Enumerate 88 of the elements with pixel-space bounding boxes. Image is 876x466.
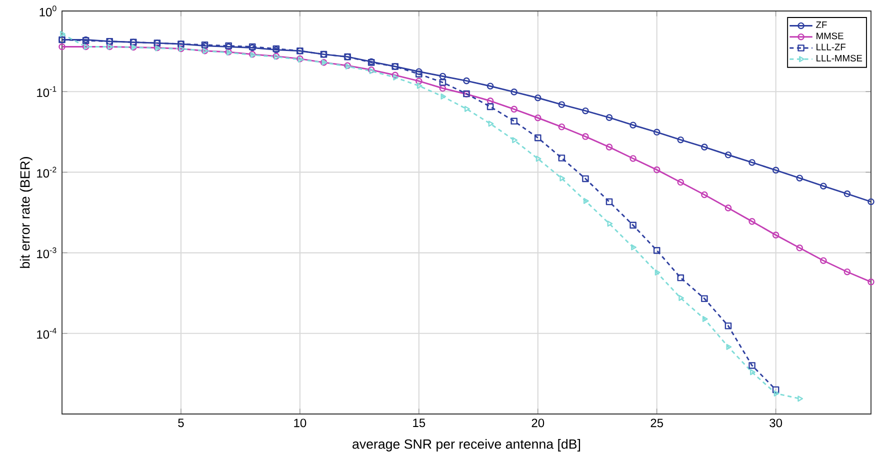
point bbox=[534, 134, 542, 142]
point bbox=[844, 268, 851, 276]
point bbox=[701, 191, 708, 198]
y-tick-label: 10$^{-2}$ bbox=[37, 166, 56, 178]
point bbox=[750, 369, 756, 376]
x-tick-label: 30 bbox=[770, 418, 782, 428]
point bbox=[582, 107, 589, 114]
legend-label: MMSE bbox=[816, 32, 844, 40]
y-tick-label: 10$^{-1}$ bbox=[37, 86, 56, 97]
point bbox=[653, 166, 660, 174]
point bbox=[772, 232, 780, 238]
point bbox=[631, 244, 636, 250]
point bbox=[582, 133, 589, 140]
point bbox=[486, 97, 494, 104]
point bbox=[439, 72, 446, 80]
point bbox=[583, 198, 589, 204]
point bbox=[678, 294, 684, 302]
point bbox=[560, 175, 566, 182]
point bbox=[701, 144, 708, 150]
point bbox=[486, 103, 494, 110]
point bbox=[512, 137, 518, 144]
point bbox=[464, 106, 470, 112]
point bbox=[392, 72, 399, 79]
point bbox=[724, 151, 732, 158]
point bbox=[606, 144, 613, 150]
point bbox=[772, 166, 780, 174]
point bbox=[463, 77, 470, 84]
legend-label: LLL-MMSE bbox=[816, 54, 862, 62]
point bbox=[748, 159, 756, 166]
point bbox=[488, 120, 494, 127]
point bbox=[677, 274, 684, 282]
point bbox=[439, 79, 446, 86]
point bbox=[796, 244, 804, 252]
y-axis-title: bit error rate (BER) bbox=[20, 157, 32, 268]
point bbox=[630, 122, 636, 129]
y-tick-label: 10$^{0}$ bbox=[40, 6, 56, 16]
point bbox=[582, 175, 589, 182]
x-tick-label: 15 bbox=[413, 418, 426, 428]
point bbox=[820, 257, 827, 264]
point bbox=[630, 155, 636, 162]
point bbox=[820, 182, 827, 190]
point bbox=[60, 30, 66, 37]
point bbox=[796, 174, 804, 182]
point bbox=[748, 218, 756, 225]
point bbox=[440, 93, 446, 100]
point bbox=[844, 190, 851, 198]
point bbox=[653, 247, 660, 254]
point bbox=[724, 322, 732, 330]
x-tick-label: 25 bbox=[650, 418, 664, 428]
point bbox=[726, 344, 732, 350]
legend-label: LLL-ZF bbox=[816, 44, 846, 50]
point bbox=[510, 118, 518, 125]
point bbox=[654, 269, 660, 276]
legend-label: ZF bbox=[816, 22, 827, 28]
point bbox=[558, 123, 566, 130]
point bbox=[416, 78, 422, 84]
point bbox=[510, 106, 518, 113]
point bbox=[607, 220, 613, 227]
point bbox=[534, 114, 542, 122]
point bbox=[772, 386, 780, 394]
point bbox=[510, 88, 518, 96]
point bbox=[439, 84, 446, 92]
point bbox=[486, 82, 494, 90]
point bbox=[416, 82, 422, 89]
point bbox=[677, 178, 684, 186]
point bbox=[534, 94, 542, 102]
x-tick-label: 5 bbox=[178, 418, 184, 428]
point bbox=[653, 128, 660, 136]
y-tick-label: 10$^{-3}$ bbox=[37, 247, 56, 258]
point bbox=[393, 74, 399, 80]
point bbox=[724, 204, 732, 212]
point bbox=[416, 70, 422, 78]
point bbox=[701, 295, 708, 302]
x-tick-label: 10 bbox=[294, 418, 306, 428]
point bbox=[630, 222, 636, 229]
point bbox=[606, 198, 613, 206]
x-axis-title: average SNR per receive antenna [dB] bbox=[352, 439, 580, 452]
point bbox=[558, 154, 566, 162]
point bbox=[558, 101, 566, 108]
point bbox=[774, 390, 780, 396]
point bbox=[536, 156, 542, 162]
y-tick-label: 10$^{-4}$ bbox=[37, 328, 56, 339]
point bbox=[702, 316, 708, 322]
x-tick-label: 20 bbox=[532, 418, 544, 428]
point bbox=[677, 136, 684, 144]
point bbox=[606, 114, 613, 121]
point bbox=[748, 362, 756, 369]
point bbox=[798, 396, 804, 402]
